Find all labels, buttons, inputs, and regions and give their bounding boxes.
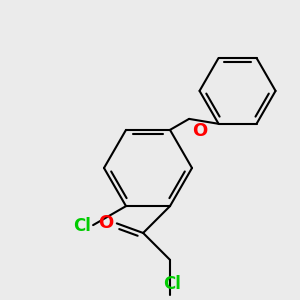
- Text: O: O: [99, 214, 114, 232]
- Text: Cl: Cl: [163, 275, 181, 293]
- Text: Cl: Cl: [73, 217, 91, 235]
- Text: O: O: [192, 122, 207, 140]
